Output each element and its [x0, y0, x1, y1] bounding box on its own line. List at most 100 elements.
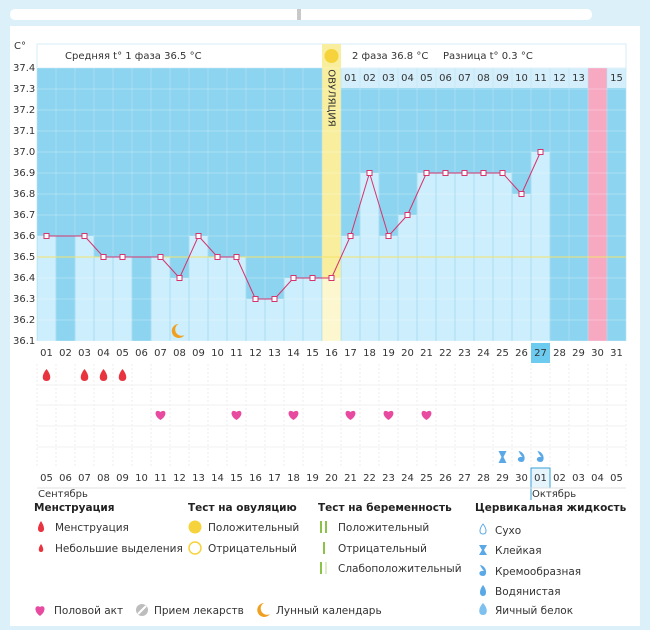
phase2-day: 01	[344, 73, 357, 84]
legend-icon	[325, 521, 327, 533]
x-tick-label: 30	[591, 348, 604, 359]
stat-label: 2 фаза	[352, 51, 388, 62]
bar	[113, 257, 132, 341]
y-unit: С°	[14, 41, 26, 52]
stat-unit: °C	[190, 51, 202, 62]
x-tick-label: 25	[496, 348, 509, 359]
temperature-point	[480, 170, 487, 176]
date-label: 25	[420, 473, 433, 484]
temperature-segment	[350, 172, 370, 237]
x-tick-label: 29	[572, 348, 585, 359]
month-label: Сентябрь	[38, 489, 88, 500]
menstruation-icon	[80, 369, 89, 381]
stat-unit: °C	[416, 51, 428, 62]
legend-icon	[479, 545, 487, 555]
bar	[322, 278, 341, 341]
date-label: 13	[192, 473, 205, 484]
temperature-point	[233, 254, 240, 260]
legend-item: Сухо	[495, 525, 521, 537]
date-label: 12	[173, 473, 186, 484]
temperature-point	[119, 254, 126, 260]
temperature-point	[404, 212, 411, 218]
y-tick-label: 36.4	[13, 273, 35, 284]
date-label: 20	[325, 473, 338, 484]
x-tick-label: 03	[78, 348, 91, 359]
date-label: 06	[59, 473, 72, 484]
x-tick-label: 09	[192, 348, 205, 359]
date-label: 07	[78, 473, 91, 484]
temperature-segment	[160, 256, 180, 279]
temperature-point	[518, 191, 525, 197]
bar	[151, 257, 170, 341]
phase2-day: 07	[458, 73, 471, 84]
legend-icon	[479, 603, 487, 615]
legend-icon	[38, 544, 44, 552]
bar	[284, 278, 303, 341]
phase2-day: 11	[534, 73, 547, 84]
ovulation-label: ОВУЛЯЦИЯ	[326, 69, 337, 127]
intercourse-icon	[155, 410, 166, 420]
legend-item: Яичный белок	[495, 605, 573, 617]
x-tick-label: 31	[610, 348, 623, 359]
intercourse-icon	[383, 410, 394, 420]
stat-label: Разница t°	[443, 51, 499, 62]
bar	[341, 236, 360, 341]
date-label: 29	[496, 473, 509, 484]
diff-stat: Разница t° 0.3 °C	[443, 51, 533, 62]
x-tick-label: 23	[458, 348, 471, 359]
legend-title: Тест на беременность	[318, 502, 452, 514]
bar	[512, 194, 531, 341]
legend-item: Кремообразная	[495, 566, 581, 578]
x-tick-label: 15	[306, 348, 319, 359]
bar	[94, 257, 113, 341]
phase1-stat: Средняя t° 1 фаза 36.5 °C	[65, 51, 202, 62]
legend-item: Водянистая	[495, 586, 561, 598]
temperature-segment	[198, 235, 218, 258]
stat-unit: °C	[521, 51, 533, 62]
date-label: 01	[534, 473, 547, 484]
date-label: 21	[344, 473, 357, 484]
x-tick-label: 20	[401, 348, 414, 359]
ovulation-icon	[324, 49, 339, 63]
x-tick-label: 19	[382, 348, 395, 359]
stat-value: 36.5	[164, 51, 186, 62]
y-tick-label: 36.5	[13, 252, 35, 263]
legend-icon	[188, 541, 202, 555]
date-label: 09	[116, 473, 129, 484]
y-tick-label: 37.3	[13, 84, 35, 95]
temperature-point	[214, 254, 221, 260]
y-tick-label: 37.4	[13, 63, 35, 74]
legend-item: Отрицательный	[338, 543, 427, 555]
bar	[398, 215, 417, 341]
date-label: 05	[40, 473, 53, 484]
intercourse-icon	[231, 410, 242, 420]
y-tick-label: 36.1	[13, 336, 35, 347]
x-tick-label: 28	[553, 348, 566, 359]
y-tick-label: 36.8	[13, 189, 35, 200]
legend-icon	[479, 523, 487, 535]
phase2-day: 15	[610, 73, 623, 84]
temperature-point	[442, 170, 449, 176]
temperature-segment	[407, 172, 427, 216]
menstruation-icon	[99, 369, 108, 381]
temperature-point	[499, 170, 506, 176]
temperature-segment	[502, 172, 522, 195]
temperature-point	[195, 233, 202, 239]
legend: Менструация Менструация Небольшие выделе…	[34, 502, 627, 617]
legend-item: Прием лекарств	[154, 605, 244, 617]
x-tick-label: 11	[230, 348, 243, 359]
x-tick-label: 07	[154, 348, 167, 359]
y-tick-label: 36.2	[13, 315, 35, 326]
plot: 01 02 03 04 05 06 07 08 09 10 11 12 13 14 15 ОВУЛЯЦИЯ 36…	[13, 44, 627, 500]
legend-icon	[35, 606, 45, 616]
cervical-icon	[498, 451, 507, 463]
date-label: 17	[268, 473, 281, 484]
date-label: 27	[458, 473, 471, 484]
bar	[379, 236, 398, 341]
bar	[227, 257, 246, 341]
temperature-point	[328, 275, 335, 281]
y-tick-label: 36.9	[13, 168, 35, 179]
x-tick-label: 22	[439, 348, 452, 359]
x-tick-label: 01	[40, 348, 53, 359]
